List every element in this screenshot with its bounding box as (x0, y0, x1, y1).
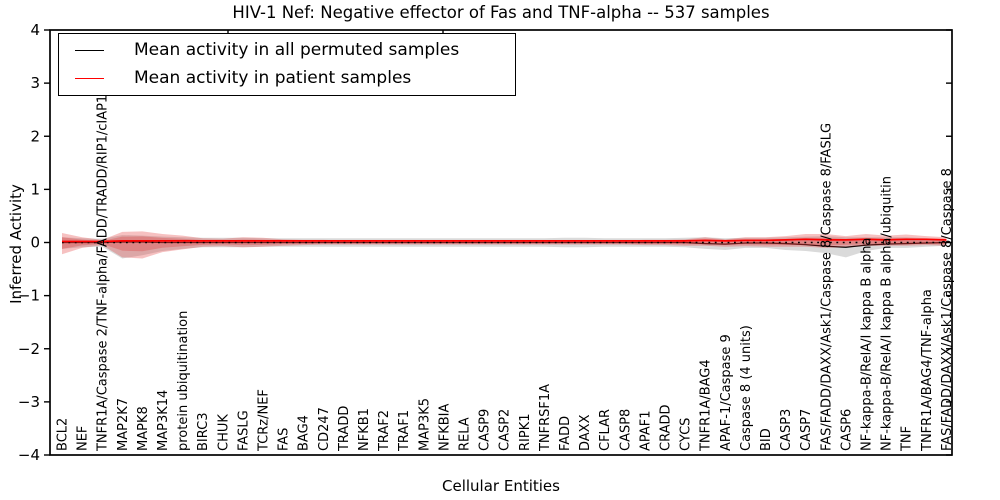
legend-item-patient: Mean activity in patient samples (75, 67, 515, 88)
x-tick-label: FAS/FADD/DAXX/Ask1/Caspase 8/Caspase 8/F… (819, 123, 834, 451)
x-tick-label: RELA (458, 417, 473, 451)
x-tick-label: protein ubiquitination (176, 311, 191, 451)
mean-line-patient (62, 238, 947, 243)
legend-line-patient-icon (75, 77, 104, 79)
x-tick-label: BID (759, 428, 774, 451)
x-tick-label: CASP8 (618, 409, 633, 451)
x-tick-label: CHUK (216, 414, 231, 451)
x-tick-label: DAXX (578, 414, 593, 451)
band-patient-core (62, 236, 947, 252)
y-tick-label: −1 (18, 287, 40, 305)
x-tick-label: TRADD (337, 406, 352, 452)
x-tick-label: TRAF1 (397, 410, 412, 452)
x-axis-title: Cellular Entities (442, 477, 560, 495)
legend-label-patient: Mean activity in patient samples (134, 67, 412, 88)
x-tick-label: BIRC3 (196, 413, 211, 452)
x-tick-label: MAPK8 (136, 406, 151, 451)
legend: Mean activity in all permuted samples Me… (58, 33, 516, 96)
x-tick-label: CASP6 (839, 409, 854, 451)
y-tick-label: −3 (18, 393, 40, 411)
x-tick-label: FASLG (236, 410, 251, 451)
x-tick-label: MAP3K5 (417, 398, 432, 451)
x-tick-label: APAF-1/Caspase 9 (719, 334, 734, 451)
x-tick-label: TNFR1A/Caspase 2/TNF-alpha/FADD/TRADD/RI… (96, 37, 111, 452)
x-tick-label: TNFR1A/BAG4 (699, 359, 714, 452)
y-tick-label: −2 (18, 340, 40, 358)
x-tick-label: TNFR1A/BAG4/TNF-alpha (920, 289, 935, 452)
x-tick-label: FAS/FADD/DAXX/Ask1/Caspase 8/Caspase 8 (940, 168, 955, 451)
x-tick-label: CFLAR (598, 409, 613, 451)
y-tick-label: 4 (30, 21, 40, 39)
x-tick-label: CASP3 (779, 409, 794, 451)
x-tick-label: NFKB1 (357, 408, 372, 451)
x-tick-label: RIPK1 (518, 413, 533, 451)
x-tick-label: FAS (277, 428, 292, 451)
x-tick-label: MAP3K14 (156, 390, 171, 451)
y-tick-label: 2 (30, 127, 40, 145)
x-tick-label: TNF (900, 426, 915, 452)
y-tick-label: 3 (30, 74, 40, 92)
legend-label-permuted: Mean activity in all permuted samples (134, 40, 460, 61)
x-tick-label: NF-kappa-B/RelA/I kappa B alpha (860, 238, 875, 451)
x-tick-label: CASP2 (498, 409, 513, 451)
x-tick-label: Caspase 8 (4 units) (739, 325, 754, 451)
x-tick-label: NEF (76, 426, 91, 451)
x-tick-label: NF-kappa-B/RelA/I kappa B alpha/ubiquiti… (880, 176, 895, 451)
x-tick-label: CYCS (679, 418, 694, 451)
legend-item-permuted: Mean activity in all permuted samples (75, 42, 515, 59)
x-tick-label: MAP2K7 (116, 398, 131, 451)
x-tick-label: CD247 (317, 407, 332, 451)
x-tick-label: CRADD (659, 405, 674, 452)
x-tick-label: NFKBIA (437, 404, 452, 451)
plot-title: HIV-1 Nef: Negative effector of Fas and … (232, 3, 770, 22)
y-tick-label: −4 (18, 446, 40, 464)
x-tick-label: TCRz/NEF (257, 389, 272, 452)
x-tick-label: FADD (558, 416, 573, 451)
y-axis-title: Inferred Activity (7, 184, 25, 304)
x-tick-label: BAG4 (297, 415, 312, 451)
x-tick-label: CASP7 (799, 409, 814, 451)
x-tick-label: APAF1 (638, 410, 653, 451)
legend-line-permuted-icon (75, 50, 104, 52)
band-patient (62, 231, 947, 259)
y-tick-label: 1 (30, 180, 40, 198)
x-tick-label: BCL2 (56, 418, 71, 451)
x-tick-label: TRAF2 (377, 410, 392, 452)
x-tick-label: TNFRSF1A (538, 384, 553, 452)
y-tick-label: 0 (30, 234, 40, 252)
x-tick-label: CASP9 (478, 409, 493, 451)
